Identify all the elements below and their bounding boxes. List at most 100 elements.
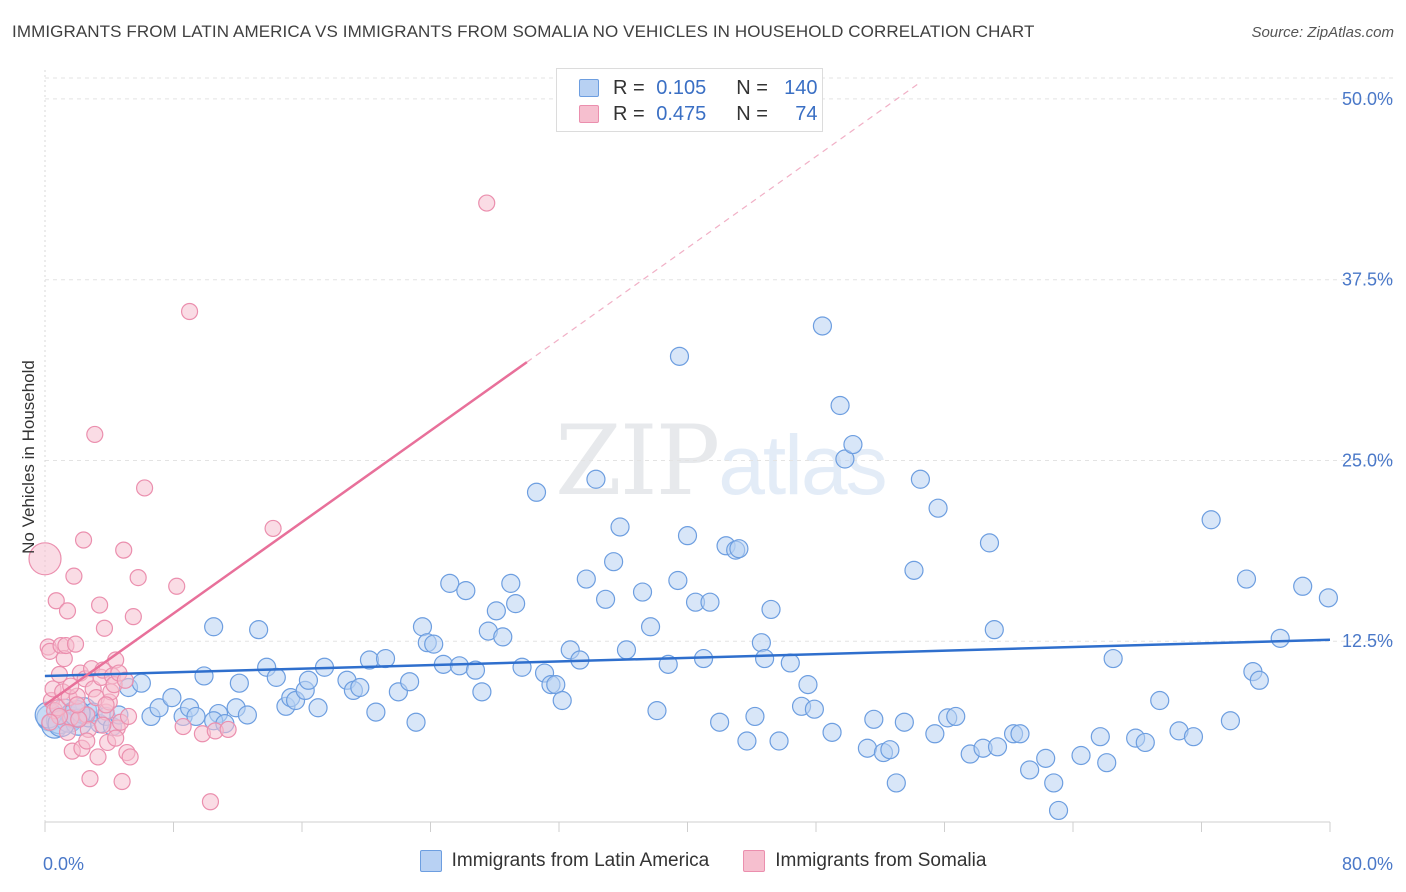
point-somalia-34 bbox=[95, 619, 114, 637]
point-somalia-69 bbox=[78, 732, 96, 750]
point-latin-america-21 bbox=[186, 706, 206, 727]
point-latin-america-101 bbox=[822, 722, 842, 742]
point-somalia-72 bbox=[97, 696, 115, 714]
point-latin-america-106 bbox=[864, 709, 884, 729]
axis-labels: 12.5% 25.0% 37.5% 50.0% 0.0% 80.0% No Vehicles… bbox=[19, 89, 1393, 874]
point-latin-america-85 bbox=[700, 592, 720, 612]
point-latin-america-51 bbox=[424, 634, 444, 654]
point-latin-america-100 bbox=[812, 316, 833, 336]
point-latin-america-44 bbox=[366, 702, 386, 722]
point-latin-america-73 bbox=[595, 589, 616, 609]
point-somalia-18 bbox=[66, 635, 85, 653]
point-somalia-60 bbox=[219, 720, 237, 739]
point-latin-america-53 bbox=[440, 573, 460, 593]
point-latin-america-143 bbox=[1293, 576, 1313, 596]
point-latin-america-57 bbox=[472, 682, 492, 702]
y-axis-title: No Vehicles in Household bbox=[19, 360, 38, 554]
point-latin-america-72 bbox=[586, 469, 606, 489]
point-latin-america-28 bbox=[229, 673, 249, 693]
trend-lines bbox=[44, 83, 1331, 706]
point-somalia-64 bbox=[70, 710, 88, 728]
point-latin-america-81 bbox=[668, 570, 688, 591]
point-somalia-55 bbox=[174, 717, 192, 736]
legend-r-value-pink: 0.475 bbox=[656, 102, 707, 125]
point-latin-america-144 bbox=[1318, 588, 1338, 608]
source-label: Source: ZipAtlas.com bbox=[1251, 24, 1394, 41]
point-latin-america-111 bbox=[904, 560, 924, 580]
point-somalia-31 bbox=[91, 596, 109, 614]
legend-label-somalia: Immigrants from Somalia bbox=[775, 850, 987, 871]
point-latin-america-17 bbox=[149, 698, 169, 718]
point-latin-america-123 bbox=[1010, 724, 1030, 744]
point-latin-america-75 bbox=[610, 517, 630, 537]
trend-line-somalia bbox=[44, 361, 528, 706]
point-somalia-71 bbox=[41, 713, 59, 731]
point-latin-america-96 bbox=[780, 653, 800, 673]
legend-n-label: N = bbox=[736, 76, 768, 99]
point-latin-america-37 bbox=[298, 670, 319, 690]
point-latin-america-128 bbox=[1071, 745, 1091, 766]
correlation-legend: R = 0.105 N = 140 R = 0.475 N = 74 bbox=[556, 68, 823, 132]
point-latin-america-54 bbox=[449, 656, 470, 676]
point-latin-america-109 bbox=[886, 773, 906, 793]
point-latin-america-59 bbox=[486, 601, 506, 621]
point-latin-america-139 bbox=[1236, 569, 1257, 589]
point-latin-america-60 bbox=[493, 627, 513, 647]
point-latin-america-133 bbox=[1135, 732, 1155, 753]
point-latin-america-30 bbox=[249, 620, 269, 640]
legend-r-label: R = bbox=[613, 76, 645, 99]
legend-r-value-blue: 0.105 bbox=[656, 76, 707, 99]
point-latin-america-86 bbox=[710, 712, 730, 732]
point-latin-america-89 bbox=[729, 539, 749, 559]
point-somalia-13 bbox=[58, 602, 77, 620]
point-somalia-68 bbox=[58, 723, 77, 741]
point-latin-america-56 bbox=[465, 660, 486, 680]
legend-item-latin-america[interactable]: Immigrants from Latin America bbox=[419, 850, 710, 872]
axes bbox=[44, 70, 1331, 832]
point-somalia-73 bbox=[68, 696, 86, 714]
legend-r-label: R = bbox=[613, 102, 645, 125]
point-latin-america-114 bbox=[928, 498, 948, 518]
point-latin-america-78 bbox=[640, 617, 661, 637]
point-somalia-66 bbox=[94, 716, 112, 734]
point-somalia-61 bbox=[264, 519, 282, 538]
point-latin-america-142 bbox=[1270, 628, 1290, 648]
y-tick-label-1: 25.0% bbox=[1342, 450, 1393, 470]
point-latin-america-95 bbox=[769, 731, 789, 751]
legend-n-value-blue: 140 bbox=[784, 76, 818, 99]
point-latin-america-22 bbox=[194, 666, 214, 686]
point-somalia-50 bbox=[121, 748, 139, 766]
point-somalia-58 bbox=[201, 793, 220, 811]
point-latin-america-55 bbox=[456, 581, 476, 601]
point-latin-america-134 bbox=[1150, 690, 1170, 711]
point-latin-america-61 bbox=[501, 573, 521, 593]
point-latin-america-63 bbox=[512, 657, 532, 677]
point-latin-america-112 bbox=[910, 469, 931, 489]
point-latin-america-48 bbox=[406, 712, 426, 732]
point-latin-america-105 bbox=[857, 738, 878, 758]
watermark-atlas: atlas bbox=[718, 418, 887, 512]
legend-label-latin-america: Immigrants from Latin America bbox=[451, 850, 710, 871]
point-latin-america-99 bbox=[804, 699, 824, 719]
point-latin-america-131 bbox=[1103, 648, 1123, 669]
point-somalia-45 bbox=[113, 772, 131, 791]
watermark: ZIPatlas bbox=[555, 405, 888, 517]
point-latin-america-67 bbox=[546, 675, 566, 695]
point-latin-america-137 bbox=[1201, 510, 1221, 530]
point-latin-america-80 bbox=[658, 654, 678, 674]
point-latin-america-148 bbox=[669, 346, 690, 366]
point-somalia-46 bbox=[115, 541, 133, 559]
point-latin-america-103 bbox=[835, 449, 855, 469]
legend-n-value-pink: 74 bbox=[795, 102, 818, 125]
y-tick-label-3: 50.0% bbox=[1342, 89, 1393, 109]
point-latin-america-104 bbox=[843, 434, 863, 455]
trend-line-somalia-extension bbox=[526, 83, 918, 363]
point-latin-america-120 bbox=[984, 620, 1004, 640]
legend-item-somalia[interactable]: Immigrants from Somalia bbox=[743, 850, 986, 872]
point-latin-america-32 bbox=[266, 667, 286, 687]
point-latin-america-94 bbox=[761, 599, 781, 620]
point-somalia-54 bbox=[168, 577, 186, 595]
point-somalia-47 bbox=[116, 671, 134, 689]
point-somalia-51 bbox=[124, 608, 142, 626]
point-latin-america-71 bbox=[576, 569, 596, 589]
